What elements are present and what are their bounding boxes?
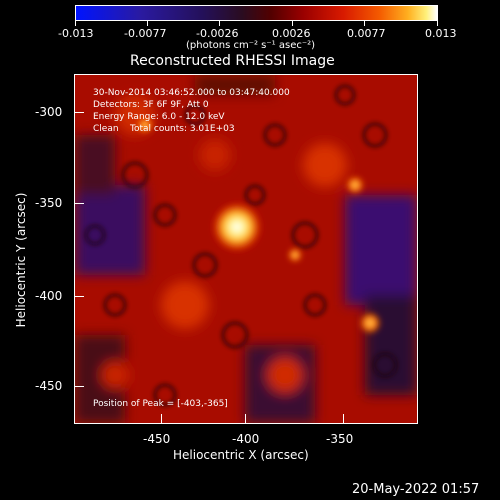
colorbar-tick: [219, 21, 220, 26]
colorbar-tick: [292, 21, 293, 26]
y-tick-mark: [74, 296, 84, 297]
time-range-annotation: 30-Nov-2014 03:46:52.000 to 03:47:40.000: [93, 88, 290, 98]
colorbar-label: -0.0026: [196, 27, 239, 40]
colorbar-label: 0.013: [425, 27, 457, 40]
rhessi-image-plot: [74, 74, 418, 424]
x-tick-mark: [161, 414, 162, 424]
energy-range-annotation: Energy Range: 6.0 - 12.0 keV: [93, 112, 225, 122]
colorbar-label: 0.0077: [347, 27, 386, 40]
y-tick-mark: [74, 112, 84, 113]
colorbar-label: -0.0077: [124, 27, 167, 40]
colorbar: [75, 5, 438, 21]
x-tick-label: -400: [232, 432, 260, 446]
rhessi-image: [75, 75, 417, 423]
y-axis-label: Heliocentric Y (arcsec): [14, 192, 28, 328]
clean-counts-annotation: Clean Total counts: 3.01E+03: [93, 124, 235, 134]
timestamp: 20-May-2022 01:57: [352, 482, 480, 497]
colorbar-tick: [437, 21, 438, 26]
colorbar-tick: [75, 21, 76, 26]
y-tick-mark: [74, 203, 84, 204]
image-title: Reconstructed RHESSI Image: [130, 53, 335, 69]
y-tick-label: -450: [35, 379, 63, 393]
x-axis-label: Heliocentric X (arcsec): [173, 448, 309, 462]
x-tick-mark: [343, 414, 344, 424]
y-tick-label: -400: [35, 289, 63, 303]
y-tick-label: -300: [35, 105, 63, 119]
detectors-annotation: Detectors: 3F 6F 9F, Att 0: [93, 100, 209, 110]
colorbar-units: (photons cm⁻² s⁻¹ asec⁻²): [186, 40, 316, 51]
y-tick-mark: [74, 386, 84, 387]
x-tick-label: -450: [143, 432, 171, 446]
colorbar-label: -0.013: [58, 27, 94, 40]
colorbar-label: 0.0026: [272, 27, 311, 40]
y-tick-label: -350: [35, 196, 63, 210]
colorbar-tick: [147, 21, 148, 26]
colorbar-tick: [364, 21, 365, 26]
peak-position-annotation: Position of Peak = [-403,-365]: [93, 399, 228, 409]
x-tick-mark: [245, 414, 246, 424]
x-tick-label: -350: [326, 432, 354, 446]
